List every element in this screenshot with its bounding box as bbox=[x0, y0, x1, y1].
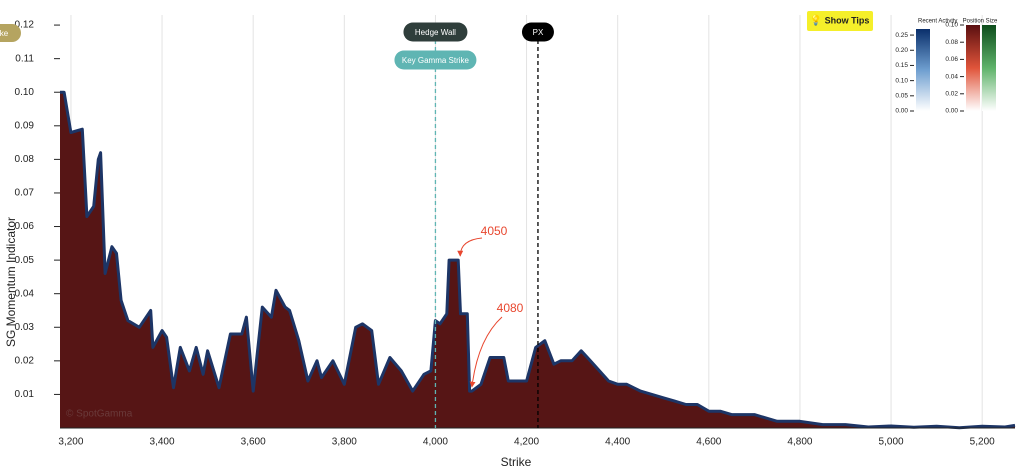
x-tick-label: 5,200 bbox=[970, 437, 995, 448]
area-line bbox=[60, 90, 1016, 430]
color-scale-title: Position Size bbox=[963, 19, 998, 25]
color-bar bbox=[982, 25, 996, 111]
x-tick-label: 4,600 bbox=[696, 437, 721, 448]
show-tips-icon: 💡 bbox=[810, 14, 822, 27]
y-tick-label: 0.02 bbox=[15, 355, 35, 366]
x-tick-label: 4,000 bbox=[423, 437, 448, 448]
y-tick-label: 0.07 bbox=[15, 188, 35, 199]
x-axis-label: Strike bbox=[501, 455, 532, 469]
color-bar bbox=[966, 25, 980, 111]
color-bar bbox=[916, 29, 930, 111]
y-axis-label: SG Momentum Indicator bbox=[4, 217, 18, 347]
side-button-label: ke bbox=[0, 29, 9, 38]
show-tips-bg bbox=[807, 11, 873, 31]
color-scale-tick-label: 0.25 bbox=[895, 32, 908, 39]
hedge-wall-button: Hedge Wall bbox=[403, 22, 468, 42]
color-scale-tick-label: 0.00 bbox=[895, 108, 908, 115]
color-scale-tick-label: 0.00 bbox=[945, 108, 958, 115]
y-tick-label: 0.09 bbox=[15, 120, 35, 131]
y-tick-label: 0.05 bbox=[15, 255, 35, 266]
annotation: 4050 bbox=[481, 224, 508, 238]
hedge-wall-button-bg bbox=[403, 22, 468, 42]
key-gamma-button-bg bbox=[394, 50, 477, 70]
x-tick-label: 3,800 bbox=[332, 437, 357, 448]
color-scale-tick-label: 0.20 bbox=[895, 47, 908, 54]
show-tips-button[interactable]: 💡 Show Tips bbox=[807, 11, 873, 31]
color-scale-tick-label: 0.04 bbox=[945, 73, 958, 80]
x-tick-label: 3,200 bbox=[58, 437, 83, 448]
x-tick-label: 5,000 bbox=[879, 437, 904, 448]
y-tick-label: 0.06 bbox=[15, 221, 35, 232]
px-button-label: PX bbox=[533, 28, 544, 37]
y-tick-label: 0.04 bbox=[15, 288, 35, 299]
y-tick-label: 0.12 bbox=[15, 20, 35, 31]
side-button: ke bbox=[0, 24, 21, 42]
side-button-bg bbox=[0, 24, 21, 42]
y-tick-label: 0.03 bbox=[15, 322, 35, 333]
px-button: PX bbox=[521, 22, 554, 42]
x-tick-label: 4,800 bbox=[787, 437, 812, 448]
key-gamma-button-label: Key Gamma Strike bbox=[402, 56, 470, 65]
color-scale-tick-label: 0.10 bbox=[945, 22, 958, 29]
color-scale-tick-label: 0.08 bbox=[945, 39, 958, 46]
color-scale-title: Recent Activity bbox=[918, 19, 957, 25]
watermark: © SpotGamma bbox=[66, 409, 133, 420]
color-scale-tick-label: 0.02 bbox=[945, 91, 958, 98]
y-tick-label: 0.11 bbox=[15, 53, 34, 64]
x-tick-label: 4,400 bbox=[605, 437, 630, 448]
color-scale-tick-label: 0.06 bbox=[945, 56, 958, 63]
x-tick-label: 3,600 bbox=[241, 437, 266, 448]
hedge-wall-button-label: Hedge Wall bbox=[415, 28, 456, 37]
color-scale-tick-label: 0.05 bbox=[895, 93, 908, 100]
annotation-arrow bbox=[457, 237, 483, 257]
x-tick-label: 3,400 bbox=[150, 437, 175, 448]
show-tips-label: Show Tips bbox=[825, 15, 870, 25]
y-tick-label: 0.01 bbox=[15, 389, 35, 400]
color-scale-tick-label: 0.15 bbox=[895, 62, 908, 69]
color-scale-tick-label: 0.10 bbox=[895, 77, 908, 84]
annotation: 4080 bbox=[497, 301, 524, 315]
x-tick-label: 4,200 bbox=[514, 437, 539, 448]
key-gamma-button: Key Gamma Strike bbox=[394, 50, 477, 70]
px-button-bg bbox=[521, 22, 554, 42]
annotation-arrow bbox=[469, 316, 503, 388]
y-tick-label: 0.08 bbox=[15, 154, 35, 165]
y-tick-label: 0.10 bbox=[15, 87, 35, 98]
